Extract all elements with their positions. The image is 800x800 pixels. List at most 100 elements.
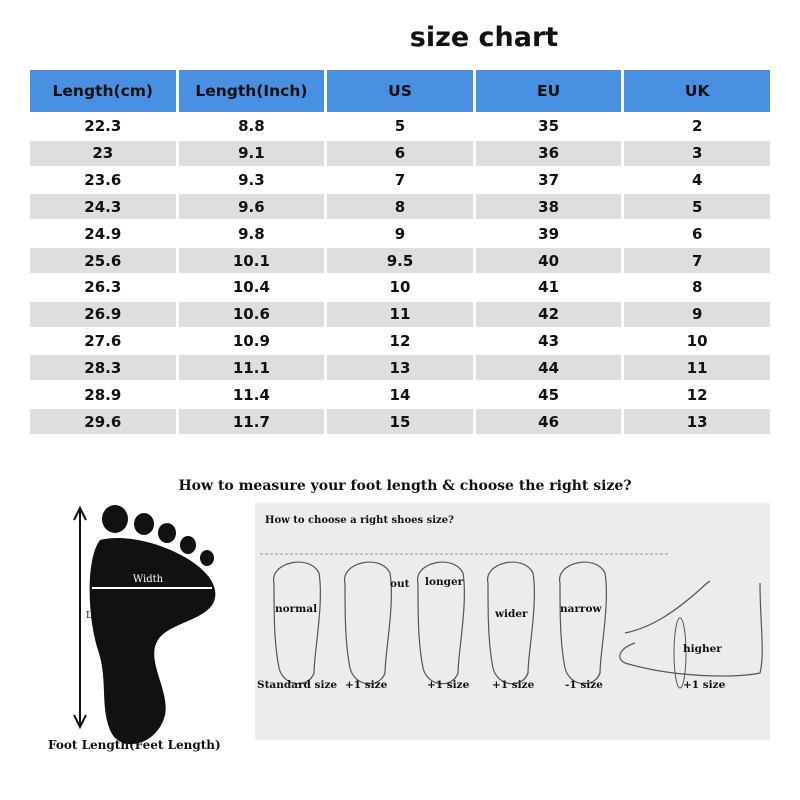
table-cell: 7 [394, 171, 406, 190]
table-row: 25.6 10.1 9.5 40 7 [30, 248, 770, 274]
table-cell: 10.1 [178, 248, 325, 274]
table-cell: 27.6 [84, 332, 122, 351]
table-cell: 43 [538, 332, 560, 351]
table-cell: 12 [686, 385, 708, 404]
size-advice-label: +1 size [345, 679, 388, 691]
table-cell: 39 [538, 224, 560, 243]
table-row: 24.3 9.6 8 38 5 [30, 194, 770, 220]
table-cell: 9.5 [327, 248, 473, 274]
foot-type-label: out [390, 578, 410, 590]
measure-heading: How to measure your foot length & choose… [178, 478, 632, 494]
table-row: 23 9.1 6 36 3 [30, 140, 770, 166]
foot-outline [417, 561, 465, 685]
size-advice-label: -1 size [565, 679, 603, 691]
table-cell: 36 [475, 140, 622, 166]
table-row: 24.9 9.8 9 39 6 [30, 220, 770, 247]
size-advice-label: Standard size [257, 679, 338, 691]
table-cell: 10.9 [232, 332, 270, 351]
table-cell: 29.6 [30, 409, 176, 435]
table-cell: 37 [538, 171, 560, 190]
table-cell: 42 [475, 301, 622, 327]
foot-outline [344, 561, 392, 685]
table-cell: 24.9 [84, 224, 122, 243]
table-row: 26.3 10.4 10 41 8 [30, 274, 770, 301]
foot-outline [559, 561, 607, 685]
table-row: 27.6 10.9 12 43 10 [30, 328, 770, 355]
size-advice-label: +1 size [683, 679, 726, 691]
width-label: Width [133, 574, 164, 585]
table-cell: 23 [30, 140, 176, 166]
foot-type-label: narrow [560, 603, 602, 615]
table-row: 23.6 9.3 7 37 4 [30, 167, 770, 194]
table-cell: 35 [538, 117, 560, 136]
table-cell: 28.3 [30, 355, 176, 381]
table-row: 28.9 11.4 14 45 12 [30, 381, 770, 408]
foot-length-caption: Foot Length(Feet Length) [48, 738, 221, 752]
table-cell: 11.4 [232, 385, 270, 404]
column-header: Length(cm) [30, 70, 176, 112]
table-cell: 10 [686, 332, 708, 351]
table-cell: 5 [624, 194, 770, 220]
table-cell: 14 [389, 385, 411, 404]
table-cell: 10.4 [232, 278, 270, 297]
table-cell: 38 [475, 194, 622, 220]
table-cell: 28.9 [84, 385, 122, 404]
table-row: 26.9 10.6 11 42 9 [30, 301, 770, 327]
feet-illustrations [260, 553, 763, 689]
table-cell: 9 [394, 224, 406, 243]
foot-type-label: longer [425, 576, 464, 588]
table-cell: 6 [327, 140, 473, 166]
table-cell: 25.6 [30, 248, 176, 274]
table-cell: 11.7 [178, 409, 325, 435]
table-cell: 11 [327, 301, 473, 327]
table-cell: 8.8 [238, 117, 265, 136]
table-cell: 15 [327, 409, 473, 435]
table-cell: 9 [624, 301, 770, 327]
table-row: 28.3 11.1 13 44 11 [30, 355, 770, 381]
column-header: US [327, 70, 473, 112]
table-cell: 3 [624, 140, 770, 166]
table-header: Length(cm) Length(Inch) US EU UK [30, 70, 770, 112]
page-title: size chart [409, 22, 559, 53]
table-cell: 10 [389, 278, 411, 297]
foot-outline [273, 561, 321, 685]
table-cell: 9.1 [178, 140, 325, 166]
table-cell: 26.9 [30, 301, 176, 327]
table-cell: 9.6 [178, 194, 325, 220]
size-table: Length(cm) Length(Inch) US EU UK 22.3 8.8 5 35 2 2… [30, 70, 770, 435]
table-row: 29.6 11.7 15 46 13 [30, 409, 770, 435]
table-cell: 11.1 [178, 355, 325, 381]
foot-type-label: higher [683, 643, 722, 655]
table-cell: 9.8 [238, 224, 265, 243]
table-cell: 24.3 [30, 194, 176, 220]
table-cell: 7 [624, 248, 770, 274]
foot-type-label: normal [275, 603, 318, 615]
foot-outline [487, 561, 535, 685]
column-header: UK [624, 70, 770, 112]
table-cell: 40 [475, 248, 622, 274]
table-cell: 44 [475, 355, 622, 381]
choose-heading: How to choose a right shoes size? [265, 515, 454, 526]
table-cell: 8 [327, 194, 473, 220]
table-row: 22.3 8.8 5 35 2 [30, 113, 770, 140]
foot-measure-illustration: Width Length [40, 500, 255, 760]
table-cell: 41 [538, 278, 560, 297]
table-cell: 26.3 [84, 278, 122, 297]
table-cell: 4 [691, 171, 703, 190]
table-cell: 2 [691, 117, 703, 136]
table-cell: 12 [389, 332, 411, 351]
table-cell: 23.6 [84, 171, 122, 190]
length-label: Length [86, 611, 118, 621]
table-cell: 6 [691, 224, 703, 243]
table-cell: 46 [475, 409, 622, 435]
table-cell: 45 [538, 385, 560, 404]
foot-type-label: wider [495, 608, 528, 620]
table-cell: 13 [624, 409, 770, 435]
choose-size-panel: How to choose a right shoes size? normal… [255, 503, 770, 740]
table-cell: 11 [624, 355, 770, 381]
column-header: EU [475, 70, 622, 112]
size-advice-label: +1 size [492, 679, 535, 691]
table-cell: 9.3 [238, 171, 265, 190]
table-cell: 10.6 [178, 301, 325, 327]
table-cell: 5 [394, 117, 406, 136]
